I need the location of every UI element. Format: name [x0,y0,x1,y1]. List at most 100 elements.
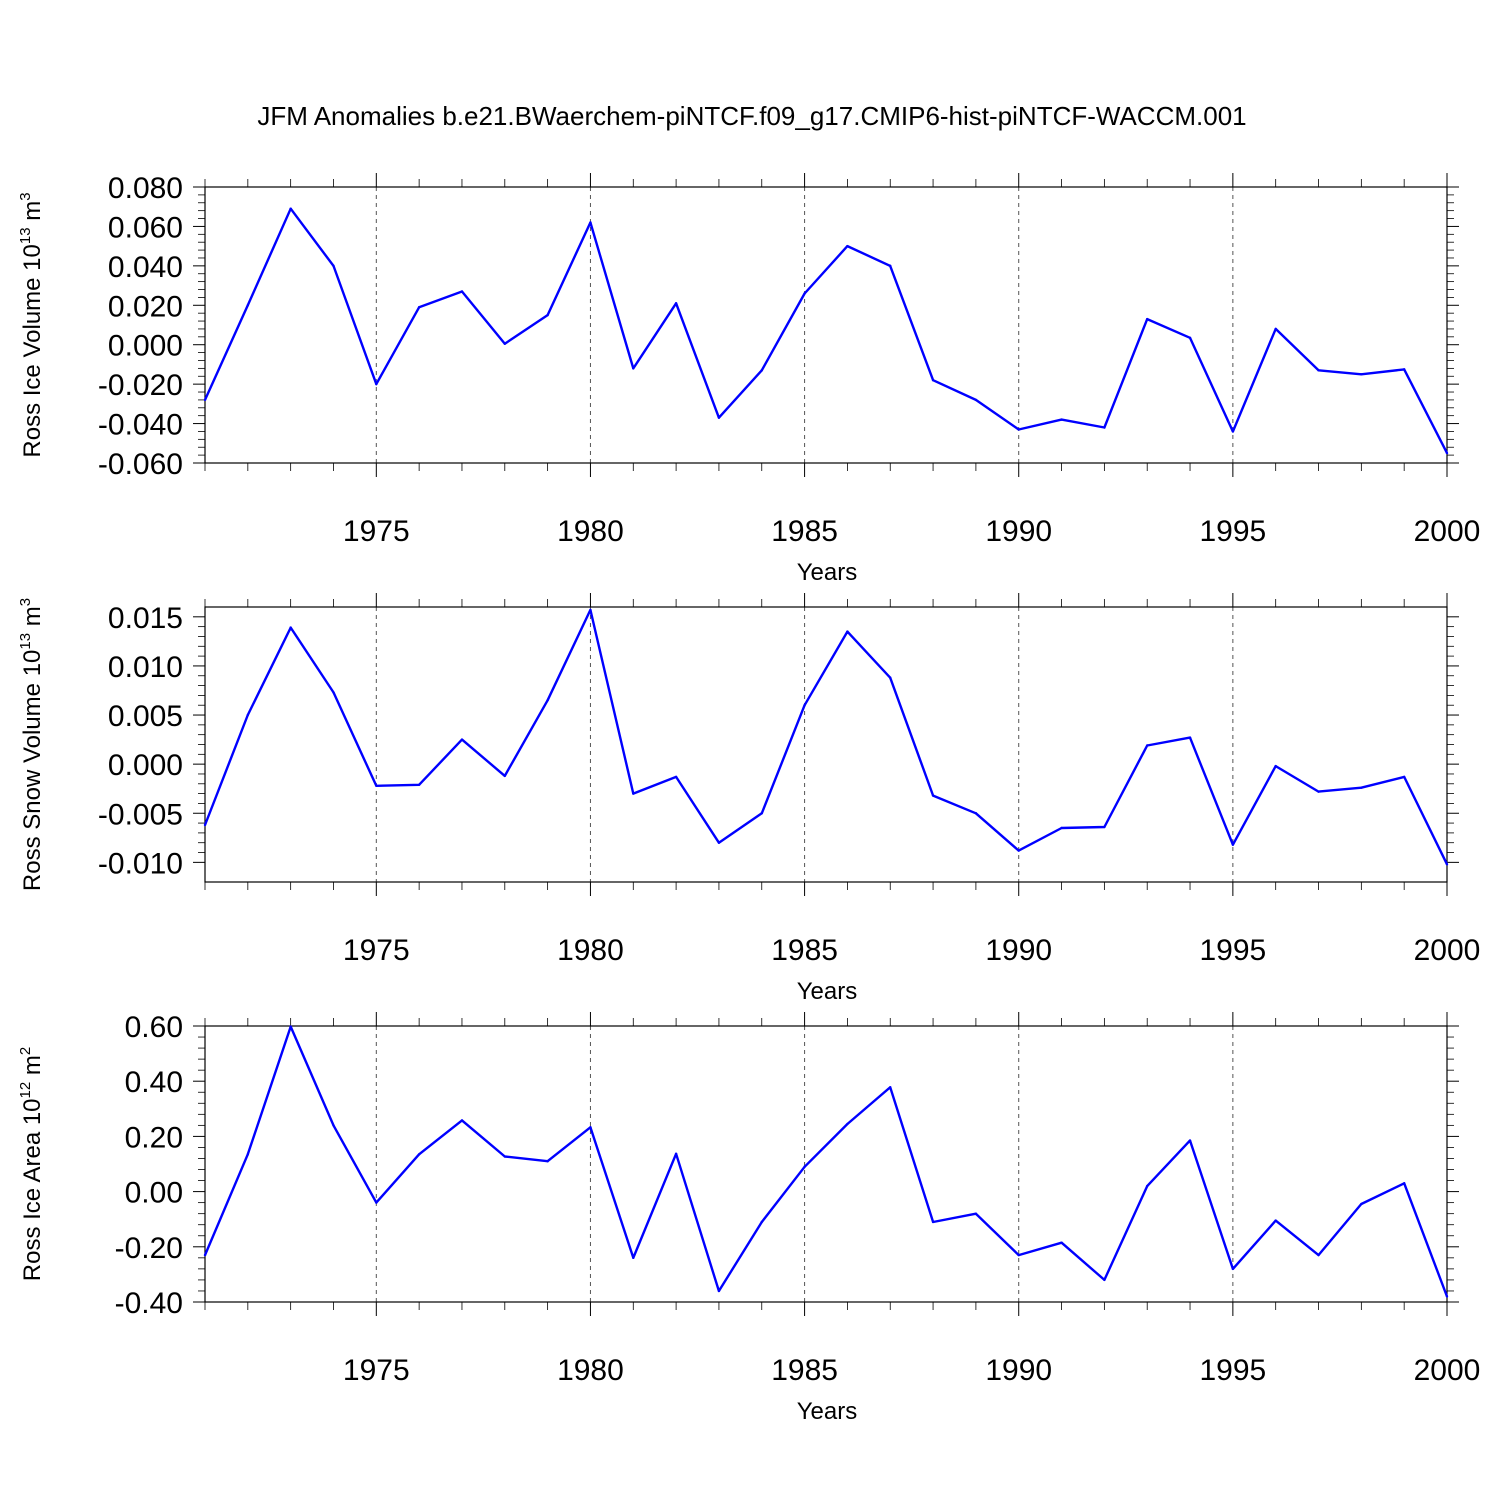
figure-title: JFM Anomalies b.e21.BWaerchem-piNTCF.f09… [257,101,1246,131]
data-point [246,1153,250,1156]
data-point [203,398,207,402]
x-tick-label: 1995 [1199,515,1266,548]
data-point [503,774,506,778]
x-tick-label: 1985 [771,934,838,967]
panels: -0.060 -0.040 -0.020 0.000 0.020 0.040 0.060 0.… [17,172,1480,1425]
data-point [1317,790,1320,793]
y-tick-label: 0.40 [125,1066,183,1099]
data-point [1146,1184,1149,1188]
data-point [375,1201,378,1204]
data-point [1360,786,1363,789]
y-axis-label-text: Ross Ice Area 10 [19,1098,46,1281]
y-axis-label-text: Ross Snow Volume 10 [19,650,46,891]
data-point [460,290,464,293]
data-point [546,313,549,317]
data-point [803,292,806,295]
data-point [503,342,506,345]
data-point [1103,1278,1106,1282]
data-point [1060,826,1063,830]
data-point [203,1253,207,1257]
data-point [931,379,935,382]
data-point [332,691,335,694]
data-point [1060,1241,1063,1244]
plot-frame [204,1025,1448,1303]
data-point [1017,849,1020,852]
data-point [889,1086,892,1089]
data-point [332,1124,335,1127]
y-tick-label: -0.040 [98,409,183,442]
data-point [417,783,421,786]
data-point [717,1289,721,1293]
y-tick-label: 0.00 [125,1177,183,1210]
x-tick-label: 1985 [771,1354,838,1387]
y-tick-label: -0.020 [98,369,183,402]
x-tick-label: 1990 [985,1354,1052,1387]
y-tick-label: -0.40 [115,1287,183,1320]
x-axis-label: Years [797,1398,858,1425]
x-tick-label: 1975 [343,934,410,967]
x-tick-label: 1975 [343,1354,410,1387]
data-point [1017,428,1020,431]
data-point [717,416,721,419]
data-point [1103,426,1106,429]
x-axis-label: Years [797,978,858,1005]
data-point [1317,1253,1320,1257]
x-tick-label: 1980 [557,515,624,548]
data-point [889,676,892,679]
data-point [332,264,335,268]
data-point [203,823,207,827]
x-axis-label: Years [797,559,858,586]
x-tick-label: 1995 [1199,934,1266,967]
data-point [589,1126,592,1129]
data-point [503,1155,506,1158]
panel-2: -0.010 -0.005 0.000 0.005 0.010 0.015 1975 1980… [17,593,1480,1005]
data-point [974,398,978,402]
data-point [589,608,592,612]
data-point [375,784,378,787]
series-line [203,207,1449,454]
data-point [846,244,849,248]
data-point [632,1256,635,1260]
data-point [803,1165,806,1168]
x-tick-label: 1995 [1199,1354,1266,1387]
plot-frame [204,186,1448,464]
data-point [1445,451,1449,455]
data-point [1146,744,1149,747]
data-point [1360,1202,1363,1206]
data-point [1017,1253,1020,1257]
data-point [289,207,292,210]
data-point [1317,369,1320,372]
y-axis-label-unit: m [19,606,46,633]
panel-3: -0.40 -0.20 0.00 0.20 0.40 0.60 1975 1980 1985 19… [17,1011,1480,1425]
y-axis-label-unit-exponent: 2 [17,1047,34,1055]
data-point [1445,1295,1449,1298]
data-point [974,812,978,815]
y-axis-label-text: Ross Ice Volume 10 [19,244,46,457]
data-point [546,1160,549,1163]
x-tick-label: 2000 [1414,934,1481,967]
y-tick-label: -0.010 [98,847,183,880]
data-point [460,738,464,741]
y-axis-label-unit: m [19,201,46,228]
y-tick-label: 0.060 [108,211,183,244]
data-point [760,1220,763,1224]
data-point [1360,373,1363,376]
data-point [1231,430,1235,433]
y-tick-label: 0.005 [108,700,183,733]
y-tick-label: 0.20 [125,1121,183,1154]
data-point [1402,1182,1406,1185]
data-point [632,792,635,795]
data-point [974,1212,978,1215]
data-point [1274,1219,1277,1222]
data-point [674,1152,678,1155]
data-point [1231,1267,1235,1271]
y-axis-label-unit-exponent: 3 [17,192,34,200]
x-tick-label: 1990 [985,515,1052,548]
y-tick-label: 0.60 [125,1011,183,1044]
data-point [246,304,250,307]
x-tick-label: 2000 [1414,515,1481,548]
data-point [1402,775,1406,779]
data-point [460,1119,464,1122]
x-tick-label: 1985 [771,515,838,548]
